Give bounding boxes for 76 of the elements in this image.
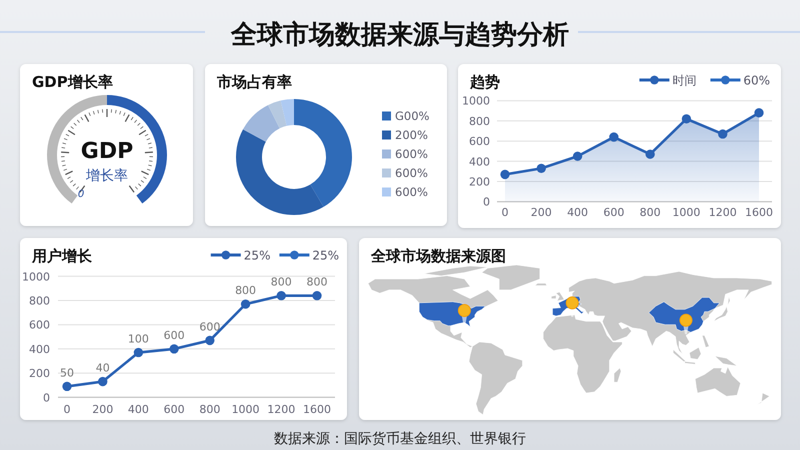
point — [134, 348, 144, 358]
legend-label: 时间 — [672, 74, 696, 88]
chart-title: 用户增长 — [31, 247, 93, 265]
annotation: 100 — [128, 332, 149, 346]
legend-label: 25% — [244, 248, 270, 262]
annotation: 800 — [270, 276, 292, 289]
annotation: 40 — [96, 362, 110, 375]
text: 0 — [78, 189, 84, 200]
annotation: 600 — [199, 320, 220, 334]
point — [276, 291, 286, 300]
donut-slice — [268, 100, 287, 128]
text: GDP — [80, 139, 134, 164]
y-tick-label: 400 — [29, 342, 50, 356]
annotation: 50 — [60, 366, 74, 380]
annotation: 800 — [306, 276, 328, 289]
x-tick-label: 1200 — [708, 206, 737, 219]
x-tick-label: 400 — [567, 206, 588, 219]
x-tick-label: 1600 — [303, 403, 331, 416]
donut-slice — [243, 105, 280, 142]
x-tick-label: 800 — [640, 206, 661, 219]
donut-slice — [294, 99, 352, 207]
x-tick-label: 1600 — [745, 206, 773, 219]
point — [62, 382, 72, 392]
source-note: 数据来源：国际货币基金组织、世界银行 — [274, 431, 526, 447]
y-tick-label: 800 — [29, 294, 50, 308]
point — [312, 291, 322, 300]
donut-slice — [236, 129, 324, 215]
y-tick-label: 200 — [29, 367, 50, 380]
chart-title: 趋势 — [469, 73, 500, 91]
point — [682, 114, 692, 124]
x-tick-label: 0 — [64, 403, 70, 416]
point — [609, 132, 619, 142]
y-tick-label: 800 — [469, 114, 490, 128]
chart-title: 市场占有率 — [216, 73, 292, 91]
text: 增长率 — [85, 168, 128, 184]
text: 全球市场数据来源图 — [370, 247, 506, 265]
y-tick-label: 1000 — [462, 94, 490, 108]
legend-label: 200% — [395, 128, 428, 142]
point — [645, 150, 655, 159]
y-tick-label: 600 — [29, 318, 50, 332]
legend-label: 60% — [743, 74, 770, 88]
text: 全球市场数据来源与趋势分析 — [230, 20, 569, 50]
x-tick-label: 1000 — [232, 403, 260, 416]
y-tick-label: 400 — [469, 155, 490, 168]
y-tick-label: 1000 — [22, 270, 50, 284]
x-tick-label: 1200 — [267, 403, 296, 416]
x-tick-label: 600 — [164, 403, 185, 416]
x-tick-label: 400 — [128, 403, 149, 416]
y-tick-label: 200 — [469, 176, 490, 188]
point — [536, 164, 546, 174]
point — [572, 152, 582, 161]
legend-label: 600% — [395, 166, 428, 180]
x-tick-label: 200 — [92, 403, 114, 416]
legend-label: 600% — [395, 147, 428, 161]
y-tick-label: 0 — [483, 196, 490, 209]
point — [240, 299, 250, 309]
x-tick-label: 1000 — [672, 206, 700, 219]
point — [205, 336, 215, 346]
legend-label: 25% — [312, 248, 340, 262]
annotation: 800 — [235, 284, 256, 298]
point — [500, 170, 510, 180]
point — [718, 129, 728, 139]
legend-label: G00% — [395, 109, 430, 123]
point — [98, 376, 108, 386]
point — [169, 344, 179, 354]
chart-title: GDP增长率 — [32, 73, 113, 91]
y-tick-label: 0 — [43, 391, 50, 404]
donut-slice — [280, 99, 294, 126]
x-tick-label: 800 — [199, 403, 220, 416]
legend-label: 600% — [395, 185, 428, 199]
annotation: 600 — [164, 328, 185, 342]
point — [754, 108, 764, 118]
y-tick-label: 600 — [469, 135, 490, 148]
x-tick-label: 200 — [530, 206, 552, 219]
x-tick-label: 600 — [603, 206, 624, 219]
x-tick-label: 0 — [502, 206, 508, 219]
